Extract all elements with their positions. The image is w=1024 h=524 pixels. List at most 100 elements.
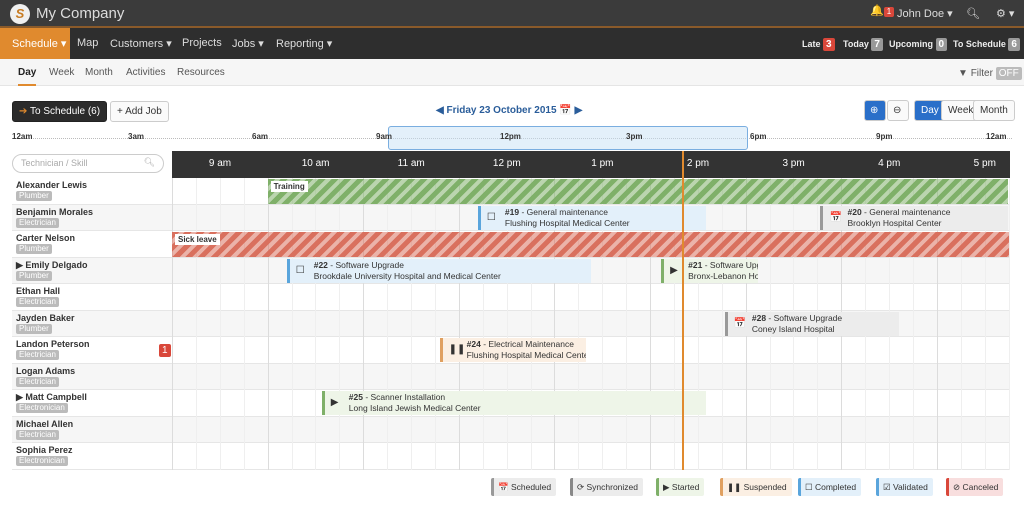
job-title: #24 - Electrical Maintenance [467,339,587,350]
tab-resources[interactable]: Resources [177,67,225,78]
tab-week[interactable]: Week [49,67,75,78]
nav-customers[interactable]: Customers ▾ [110,38,172,50]
zoom-out-button[interactable]: ⊖ [887,100,909,121]
technician-name[interactable]: Michael Allen [16,418,74,429]
technician-name[interactable]: Carter Nelson [16,233,76,243]
grid-line [984,178,986,470]
tab-month[interactable]: Month [85,67,113,78]
bell-icon[interactable]: 🔔 1 [870,4,895,17]
technician-name[interactable]: Landon Peterson [16,339,90,349]
skill-badge: Electrician [16,376,59,387]
hour-header: 9 am 10 am 11 am 12 pm 1 pm 2 pm 3 pm 4 pm 5 pm [172,151,1010,178]
technician-name[interactable]: Benjamin Morales [16,206,94,217]
zoom-in-button[interactable]: ⊕ [864,100,886,121]
counter-to-schedule[interactable]: To Schedule 6 [953,38,1020,51]
grid-line [697,178,699,470]
skill-badge: Plumber [16,191,52,201]
overview-tick: 6pm [750,132,767,141]
user-menu[interactable]: John Doe ▾ [897,8,953,20]
technician-name[interactable]: Jayden Baker [16,312,75,323]
grid-line [506,178,508,470]
absence-block[interactable]: Training [267,179,1009,204]
skill-badge: Plumber [16,323,52,334]
technician-name[interactable]: Ethan Hall [16,286,61,296]
technician-name[interactable]: ▶ Emily Delgado [16,259,88,270]
alert-badge[interactable]: 1 [159,344,171,357]
grid-line [960,178,962,470]
technician-name[interactable]: Logan Adams [16,365,76,376]
legend-suspended: ❚❚ Suspended [720,478,792,496]
technician-name[interactable]: ▶ Matt Campbell [16,392,87,402]
nav-jobs[interactable]: Jobs ▾ [232,38,264,50]
scheduled-icon: 📅 [829,211,842,223]
job-name: - Software Upgrade [327,259,404,270]
job-location: Long Island Jewish Medical Center [348,403,481,413]
overview-tick: 3pm [626,132,643,141]
counter-late[interactable]: Late 3 [802,38,835,51]
company-name[interactable]: My Company [36,5,125,22]
skill-badge: Electronician [16,456,68,466]
grid-line [243,178,245,470]
skill-badge: Electrician [16,429,59,440]
legend-label: Suspended [743,482,787,492]
absence-block[interactable]: Sick leave [172,232,1009,257]
job-block[interactable]: ☐ #22 - Software Upgrade Brookdale Univers… [286,258,592,283]
main-nav: Schedule ▾ Map Customers ▾ Projects Jobs… [0,28,1024,59]
grid-line [626,178,628,470]
counter-upcoming[interactable]: Upcoming 0 [889,38,948,51]
suspended-icon: ❚❚ [727,482,744,492]
prev-day-icon[interactable]: ◀ [436,105,444,116]
settings-menu[interactable]: ⚙ ▾ [996,8,1015,20]
tab-day[interactable]: Day [18,67,37,86]
day-overview-slider[interactable]: 12am 3am 6am 9am 12pm 3pm 6pm 9pm 12am [0,126,1024,150]
job-block[interactable]: 📅 #28 - Software Upgrade Coney Island Hosp… [724,311,899,336]
nav-reporting[interactable]: Reporting ▾ [276,38,333,50]
arrow-icon: ➔ [19,106,28,117]
technician-name[interactable]: Sophia Perez [16,445,73,455]
job-id: #25 [348,392,363,402]
calendar-icon[interactable]: 📅 [559,105,572,116]
job-location: Coney Island Hospital [751,323,835,334]
technician-row: Michael Allen Electrician [12,416,1010,443]
job-name: - Scanner Installation [362,392,446,402]
nav-map[interactable]: Map [77,37,99,49]
current-date[interactable]: Friday 23 October 2015 [446,105,557,116]
technician-name[interactable]: Alexander Lewis [16,180,88,190]
filter-toggle[interactable]: ▼ Filter OFF [958,67,1022,80]
legend-canceled: ⊘ Canceled [946,478,1004,496]
overview-tick: 12pm [500,132,521,141]
skill-badge: Electrician [16,217,59,228]
search-icon[interactable]: 🔍︎ [966,8,980,20]
job-name: - Software Upgrade [704,259,759,270]
to-schedule-button[interactable]: ➔ To Schedule (6) [12,101,108,122]
view-month-button[interactable]: Month [973,100,1015,121]
tab-activities[interactable]: Activities [126,67,166,78]
legend-label: Scheduled [510,482,552,492]
job-id: #21 [688,259,703,270]
counter-today[interactable]: Today 7 [843,38,883,51]
add-job-button[interactable]: + Add Job [110,101,169,122]
job-block[interactable]: ❚❚ #24 - Electrical Maintenance Flushing H… [439,338,587,362]
nav-projects[interactable]: Projects [182,37,222,49]
technician-search-input[interactable]: Technician / Skill 🔍︎ [12,154,164,173]
grid-line [936,178,938,470]
overview-window[interactable] [388,126,748,150]
job-title: #20 - General maintenance [847,207,1008,218]
next-day-icon[interactable]: ▶ [574,105,583,116]
grid-line [434,178,436,470]
nav-schedule[interactable]: Schedule ▾ [0,28,70,59]
grid-line [172,178,173,470]
started-icon: ▶ [330,397,339,408]
job-block[interactable]: ▶ #25 - Scanner Installation Long Island J… [321,391,706,415]
grid-line [339,178,341,470]
job-block[interactable]: ▶ #21 - Software UpgradeBronx-Lebanon Hos… [661,258,759,283]
hour-label: 11 am [397,158,425,169]
grid-line [363,178,365,470]
job-title: #25 - Scanner Installation [349,392,706,403]
job-block[interactable]: 📅 #20 - General maintenance Brooklyn Hospi… [820,205,1009,230]
job-id: #28 [751,312,767,323]
job-id: #22 [313,259,328,270]
job-block[interactable]: ☐ #19 - General maintenance Flushing Hospi… [477,205,706,230]
overview-tick: 12am [12,132,33,141]
hour-label: 2 pm [686,158,710,169]
